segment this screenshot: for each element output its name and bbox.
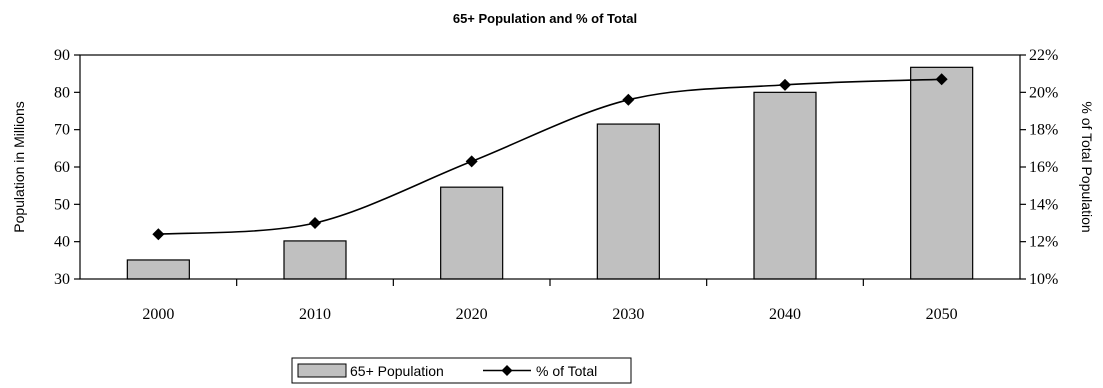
y2-tick-label: 12% <box>1029 234 1058 251</box>
legend-label-percent: % of Total <box>536 363 597 379</box>
percent-marker-2010 <box>309 217 321 229</box>
axes-layer: 2000 2010 2020 2030 2040 2050 30 40 50 60 70 80 90 10… <box>54 47 1058 323</box>
y-tick-label: 60 <box>54 159 70 176</box>
y2-tick-label: 18% <box>1029 122 1058 139</box>
y2-tick-label: 16% <box>1029 159 1058 176</box>
bar-2010 <box>283 240 347 280</box>
percent-marker-2050 <box>935 73 948 86</box>
legend-label-population: 65+ Population <box>350 363 444 379</box>
legend-box <box>291 357 632 384</box>
percent-marker-2040 <box>779 78 791 91</box>
x-tick-label-2030: 2030 <box>612 306 644 323</box>
bar-2050 <box>910 66 974 280</box>
bar-2020 <box>440 186 504 280</box>
chart-title: 65+ Population and % of Total <box>453 11 637 26</box>
percent-line <box>158 78 942 235</box>
y2-tick-label: 22% <box>1029 47 1058 64</box>
y2-tick-label: 20% <box>1029 84 1058 101</box>
y2-tick-label: 10% <box>1029 271 1058 288</box>
line-series-layer <box>152 73 948 241</box>
bar-2000 <box>126 259 190 280</box>
legend-diamond-marker <box>501 365 513 376</box>
y2-axis-label: % of Total Population <box>1079 101 1095 232</box>
y2-tick-label: 14% <box>1029 196 1058 213</box>
x-tick-label-2020: 2020 <box>456 306 488 323</box>
bars-layer <box>126 66 974 280</box>
y-tick-label: 70 <box>54 122 70 139</box>
percent-marker-2000 <box>152 228 165 241</box>
y-tick-label: 40 <box>54 234 70 251</box>
y-tick-label: 50 <box>54 196 70 213</box>
percent-marker-2030 <box>622 93 635 106</box>
legend-bar-swatch <box>297 363 347 378</box>
bar-2040 <box>753 91 817 280</box>
x-tick-label-2040: 2040 <box>769 306 801 323</box>
x-tick-label-2050: 2050 <box>926 306 958 323</box>
x-tick-label-2000: 2000 <box>142 306 174 323</box>
y-tick-label: 80 <box>54 84 70 101</box>
legend: 65+ Population % of Total <box>291 357 632 384</box>
percent-marker-2020 <box>465 155 478 168</box>
y-axis-label: Population in Millions <box>11 101 27 233</box>
y-tick-label: 30 <box>54 271 70 288</box>
x-tick-label-2010: 2010 <box>299 306 331 323</box>
bar-2030 <box>596 123 660 280</box>
plot-area-frame <box>79 54 1021 280</box>
y-tick-label: 90 <box>54 47 70 64</box>
